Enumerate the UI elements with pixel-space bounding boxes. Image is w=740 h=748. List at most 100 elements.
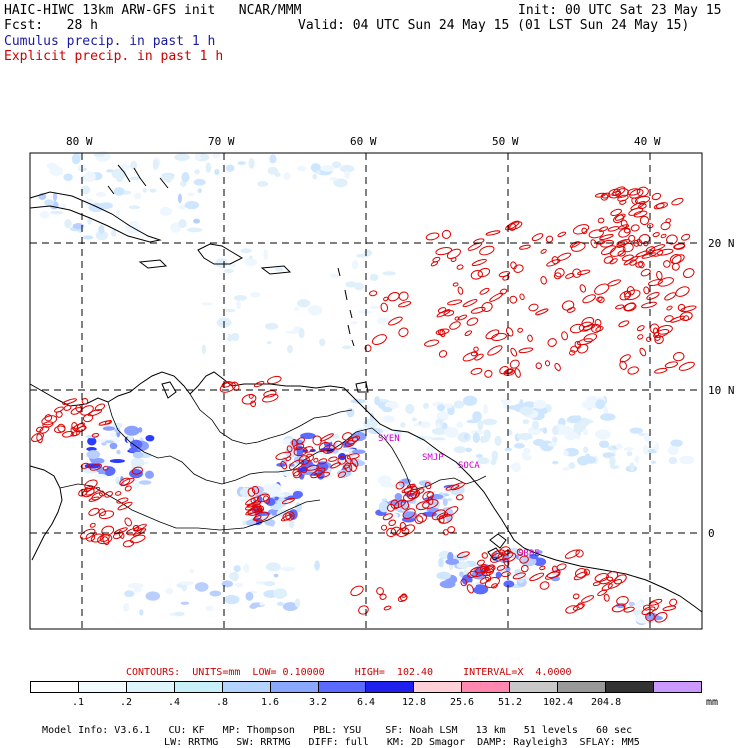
explicit-precip-contour (452, 282, 459, 287)
explicit-precip-contour (438, 329, 444, 336)
explicit-precip-contour (601, 583, 613, 591)
explicit-precip-contour (499, 546, 511, 556)
station-label: SYEN (378, 434, 400, 444)
cumulus-precip-cell (472, 432, 480, 443)
color-scale-tick: .8 (216, 697, 229, 708)
explicit-precip-contour (400, 499, 410, 510)
cumulus-precip-cell (106, 169, 114, 173)
color-scale-tick: .1 (72, 697, 85, 708)
cumulus-precip-cell (90, 457, 105, 464)
cumulus-precip-cell (194, 169, 200, 175)
cumulus-precip-cell (670, 439, 683, 447)
cumulus-precip-cell (444, 403, 453, 409)
explicit-precip-contour (554, 362, 561, 371)
cumulus-precip-cell (378, 501, 390, 513)
cumulus-precip-cell (179, 581, 194, 586)
cumulus-precip-cell (239, 487, 256, 498)
cumulus-precip-cell (494, 435, 502, 446)
explicit-precip-contour (102, 536, 110, 546)
explicit-precip-contour (671, 262, 680, 271)
cumulus-precip-cell (280, 566, 295, 572)
cumulus-precip-cell (643, 444, 649, 456)
explicit-precip-contour (263, 495, 270, 504)
cumulus-precip-cell (71, 154, 81, 165)
explicit-precip-contour (582, 294, 596, 304)
station-labels: SYEN SMJP SOCA SBBE (378, 434, 540, 559)
cumulus-precip-cell (82, 235, 94, 240)
cumulus-precip-cell (109, 442, 118, 450)
cumulus-precip-cell (533, 399, 547, 409)
explicit-precip-contour (646, 336, 652, 342)
explicit-precip-contour (388, 519, 396, 526)
cumulus-precip-cell (93, 153, 106, 157)
cumulus-precip-cell (129, 439, 143, 450)
explicit-precip-contour (633, 210, 648, 218)
cumulus-precip-cell (465, 582, 476, 589)
cumulus-precip-cell (634, 455, 640, 464)
cumulus-precip-cell (184, 201, 200, 210)
cumulus-precip-cell (193, 218, 201, 224)
explicit-precip-contour (36, 433, 43, 444)
explicit-precip-contour (291, 438, 298, 449)
cu-scheme: CU: KF (168, 725, 205, 736)
explicit-precip-contour (466, 317, 479, 326)
cumulus-precip-cell (116, 449, 121, 455)
explicit-precip-contour (547, 338, 557, 347)
explicit-precip-contour (350, 585, 364, 597)
color-scale-tick: 12.8 (402, 697, 427, 708)
explicit-precip-contour (610, 208, 622, 216)
explicit-precip-contour (397, 594, 408, 602)
explicit-precip-contour (415, 501, 430, 511)
explicit-precip-contour (402, 508, 416, 519)
explicit-precip-contour (594, 192, 606, 198)
explicit-precip-contour (63, 404, 72, 411)
explicit-precip-contour (432, 256, 441, 263)
explicit-precip-contour (390, 526, 402, 536)
explicit-precip-contour (626, 286, 635, 296)
explicit-precip-contour (572, 268, 582, 278)
cumulus-precip-cell (134, 192, 142, 200)
explicit-precip-contour (527, 334, 533, 342)
lon-label: 80 W (66, 135, 93, 148)
explicit-precip-contour (619, 354, 631, 363)
explicit-precip-contour (571, 242, 586, 252)
explicit-precip-contour (554, 268, 565, 278)
color-scale-tick: 25.6 (450, 697, 475, 708)
cumulus-precip-cell (477, 420, 484, 431)
cumulus-precip-cell (350, 398, 366, 404)
cumulus-precip-cell (129, 176, 142, 181)
cumulus-precip-cell (439, 580, 456, 589)
cumulus-precip-cell (165, 587, 174, 595)
cumulus-precip-cell (519, 406, 534, 416)
cumulus-precip-cell (270, 492, 285, 497)
model-title: HAIC-HIWC 13km ARW-GFS init NCAR/MMM (4, 3, 302, 18)
cumulus-precip-cell (233, 295, 248, 301)
lw-scheme: LW: RRTMG (164, 737, 219, 748)
cumulus-precip-cell (346, 407, 355, 418)
explicit-precip-contour (518, 347, 534, 354)
explicit-precip-contour (84, 479, 98, 490)
cumulus-precip-cell (363, 249, 373, 257)
explicit-precip-contour (118, 530, 125, 539)
cumulus-precip-cell (615, 443, 623, 450)
cumulus-precip-cell (456, 421, 464, 429)
cumulus-precip-cell (180, 601, 190, 605)
explicit-precip-contour (383, 296, 389, 302)
explicit-precip-contour (553, 272, 562, 280)
explicit-precip-contour (544, 360, 551, 367)
cumulus-precip-cell (512, 461, 521, 473)
explicit-precip-contour (75, 404, 82, 413)
forecast-hour: Fcst: 28 h (4, 18, 98, 33)
cumulus-precip-cell (52, 192, 58, 202)
cumulus-precip-cell (123, 602, 130, 612)
cumulus-precip-cell (244, 258, 258, 266)
explicit-precip-contour (288, 459, 305, 471)
latitude-labels: 20 N 10 N 0 (708, 237, 735, 540)
cumulus-precip-cell (464, 447, 473, 453)
cumulus-precip-cell (145, 470, 154, 479)
explicit-precip-contour (88, 507, 100, 516)
cumulus-precip-cell (529, 553, 539, 560)
explicit-precip-contour (252, 515, 262, 521)
explicit-precip-contour (680, 233, 691, 241)
explicit-precip-contour (454, 316, 460, 321)
